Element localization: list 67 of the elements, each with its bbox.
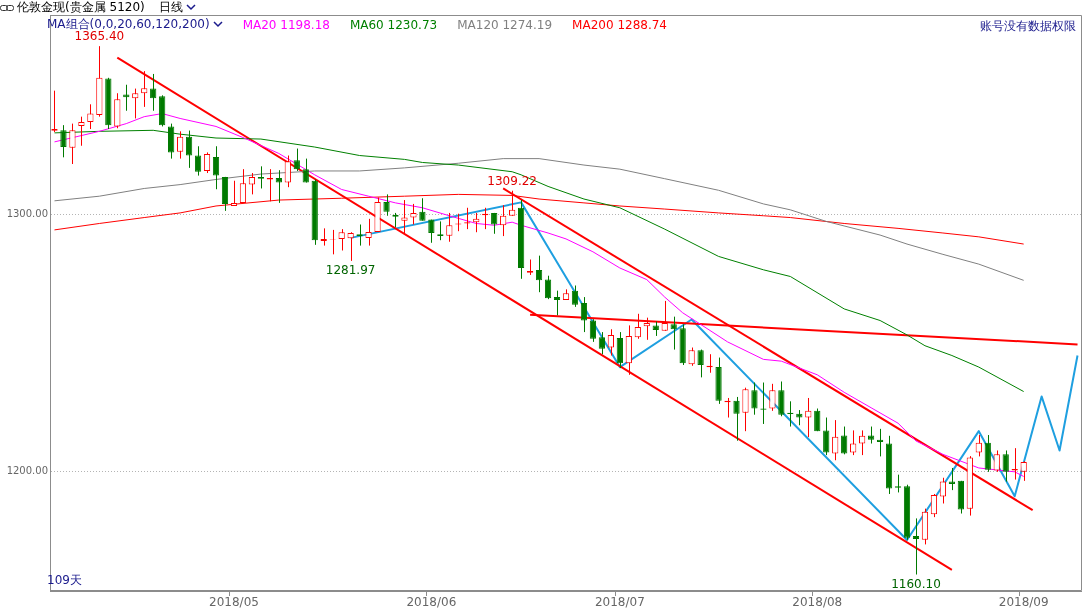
chart-subtitle: 日线 [158,0,183,16]
x-tick-label: 2018/09 [998,595,1049,610]
text: MA120 1274.19 [457,17,553,32]
candlestick [194,145,202,177]
candlestick [607,328,615,356]
candlestick [571,285,579,308]
candlestick [598,331,606,355]
candlestick [410,203,417,225]
candlestick [580,296,588,333]
y-tick-label: 1300.00 [6,208,48,220]
annotation: 1365.40 [74,29,125,44]
candlestick [778,381,785,417]
candlestick [176,130,184,160]
candlestick [616,331,623,369]
candlestick [275,169,282,204]
x-tick-label: 2018/05 [209,595,259,610]
candlestick [365,218,372,247]
x-tick-label: 2018/06 [406,595,457,610]
candlestick [939,477,947,504]
annotation: 1309.22 [487,173,537,188]
candlestick [769,383,776,412]
text: MA60 1230.73 [349,17,438,32]
chart-title: 伦敦金现(贵金属 5120) [17,0,145,16]
candlestick [859,429,866,456]
candlestick [293,148,300,172]
candlestick [841,426,848,455]
candlestick [553,290,561,316]
candlestick [589,318,597,343]
candlestick [446,212,453,243]
legend-title: MA组合(0,0,20,60,120,200) [47,16,210,31]
candlestick [850,429,857,456]
candlestick [141,70,148,108]
candlestick [87,103,94,130]
candlestick [975,434,982,457]
candlestick [338,228,345,251]
candlestick [248,172,256,195]
x-tick-label: 2018/08 [792,595,843,610]
candlestick [733,396,740,442]
candlestick [78,116,85,147]
candlestick [823,417,830,456]
annotation: 109天 [47,572,82,589]
candlestick [203,151,211,174]
candlestick [993,449,1000,473]
annotation: 1281.97 [325,262,376,277]
candlestick [1020,460,1027,482]
candlestick [383,193,390,217]
candlestick [670,316,677,351]
annotation: 1160.10 [891,576,941,591]
text: MA20 1198.18 [242,17,330,32]
candlestick [132,88,139,119]
candlestick [401,199,408,234]
text: MA200 1288.74 [572,17,667,32]
candlestick [930,493,938,518]
candlestick [688,347,695,367]
candlestick [697,349,704,378]
x-tick-label: 2018/07 [594,595,645,610]
candlestick [212,145,220,190]
candlestick [751,382,758,416]
candlestick [805,397,812,438]
annotation: 账号没有数据权限 [980,18,1076,35]
candlestick [284,155,291,188]
y-tick-label: 1200.00 [6,465,48,477]
candlestick [1002,449,1009,483]
candlestick [347,231,354,262]
candlestick [832,419,839,461]
candlestick [742,387,749,432]
candlestick [69,123,76,165]
